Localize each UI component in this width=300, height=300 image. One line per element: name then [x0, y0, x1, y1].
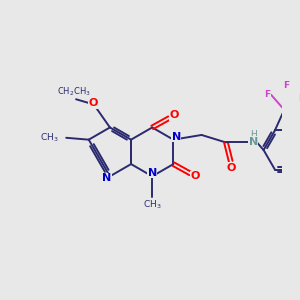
Text: N: N [148, 168, 157, 178]
Text: O: O [227, 163, 236, 173]
Text: H: H [250, 130, 256, 140]
Text: O: O [190, 171, 200, 181]
Text: F: F [283, 81, 289, 90]
Text: O: O [169, 110, 178, 120]
Text: F: F [264, 90, 270, 99]
Text: CH$_3$: CH$_3$ [143, 198, 161, 211]
Text: CH$_2$CH$_3$: CH$_2$CH$_3$ [57, 85, 91, 98]
Text: N: N [249, 136, 258, 146]
Text: N: N [172, 132, 181, 142]
Text: F: F [298, 94, 300, 103]
Text: O: O [88, 98, 98, 108]
Text: N: N [103, 173, 112, 183]
Text: CH$_3$: CH$_3$ [40, 131, 59, 144]
